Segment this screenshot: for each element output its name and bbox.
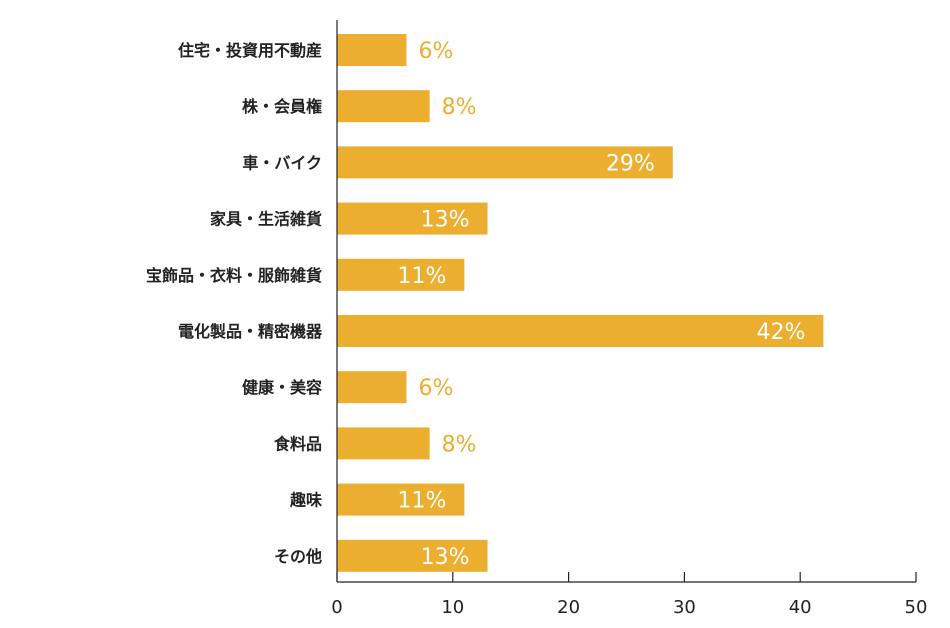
category-label: 食料品 bbox=[273, 434, 322, 453]
data-label: 11% bbox=[397, 264, 446, 289]
category-label: 健康・美容 bbox=[242, 378, 322, 397]
category-label: 電化製品・精密機器 bbox=[178, 322, 323, 341]
bar bbox=[337, 371, 407, 404]
x-tick-label: 10 bbox=[441, 597, 464, 618]
data-label: 11% bbox=[397, 489, 446, 514]
x-tick-label: 40 bbox=[789, 597, 812, 618]
x-tick-label: 30 bbox=[673, 597, 696, 618]
data-label: 6% bbox=[418, 39, 453, 64]
category-label: 住宅・投資用不動産 bbox=[178, 41, 322, 60]
bar bbox=[337, 315, 824, 347]
category-label: 車・バイク bbox=[242, 153, 322, 172]
bar bbox=[337, 34, 407, 66]
bar bbox=[337, 202, 488, 235]
bar bbox=[337, 483, 465, 516]
category-label: 家具・生活雑貨 bbox=[210, 210, 322, 229]
data-label: 6% bbox=[418, 376, 453, 401]
data-label: 8% bbox=[442, 95, 477, 120]
x-tick-label: 0 bbox=[331, 597, 342, 618]
category-label: 趣味 bbox=[289, 491, 322, 510]
bar bbox=[337, 258, 465, 291]
data-label: 13% bbox=[421, 545, 470, 570]
category-label: 宝飾品・衣料・服飾雑貨 bbox=[146, 266, 322, 285]
bar bbox=[337, 539, 488, 572]
data-label: 42% bbox=[756, 320, 805, 345]
category-label: その他 bbox=[274, 547, 322, 566]
x-tick-label: 50 bbox=[905, 597, 928, 618]
data-label: 8% bbox=[442, 432, 477, 457]
bar bbox=[337, 146, 673, 179]
category-label: 株・会員権 bbox=[242, 97, 322, 116]
bar bbox=[337, 427, 430, 460]
bar bbox=[337, 90, 430, 123]
data-label: 13% bbox=[421, 208, 470, 233]
data-label: 29% bbox=[606, 151, 655, 176]
x-tick-label: 20 bbox=[557, 597, 580, 618]
